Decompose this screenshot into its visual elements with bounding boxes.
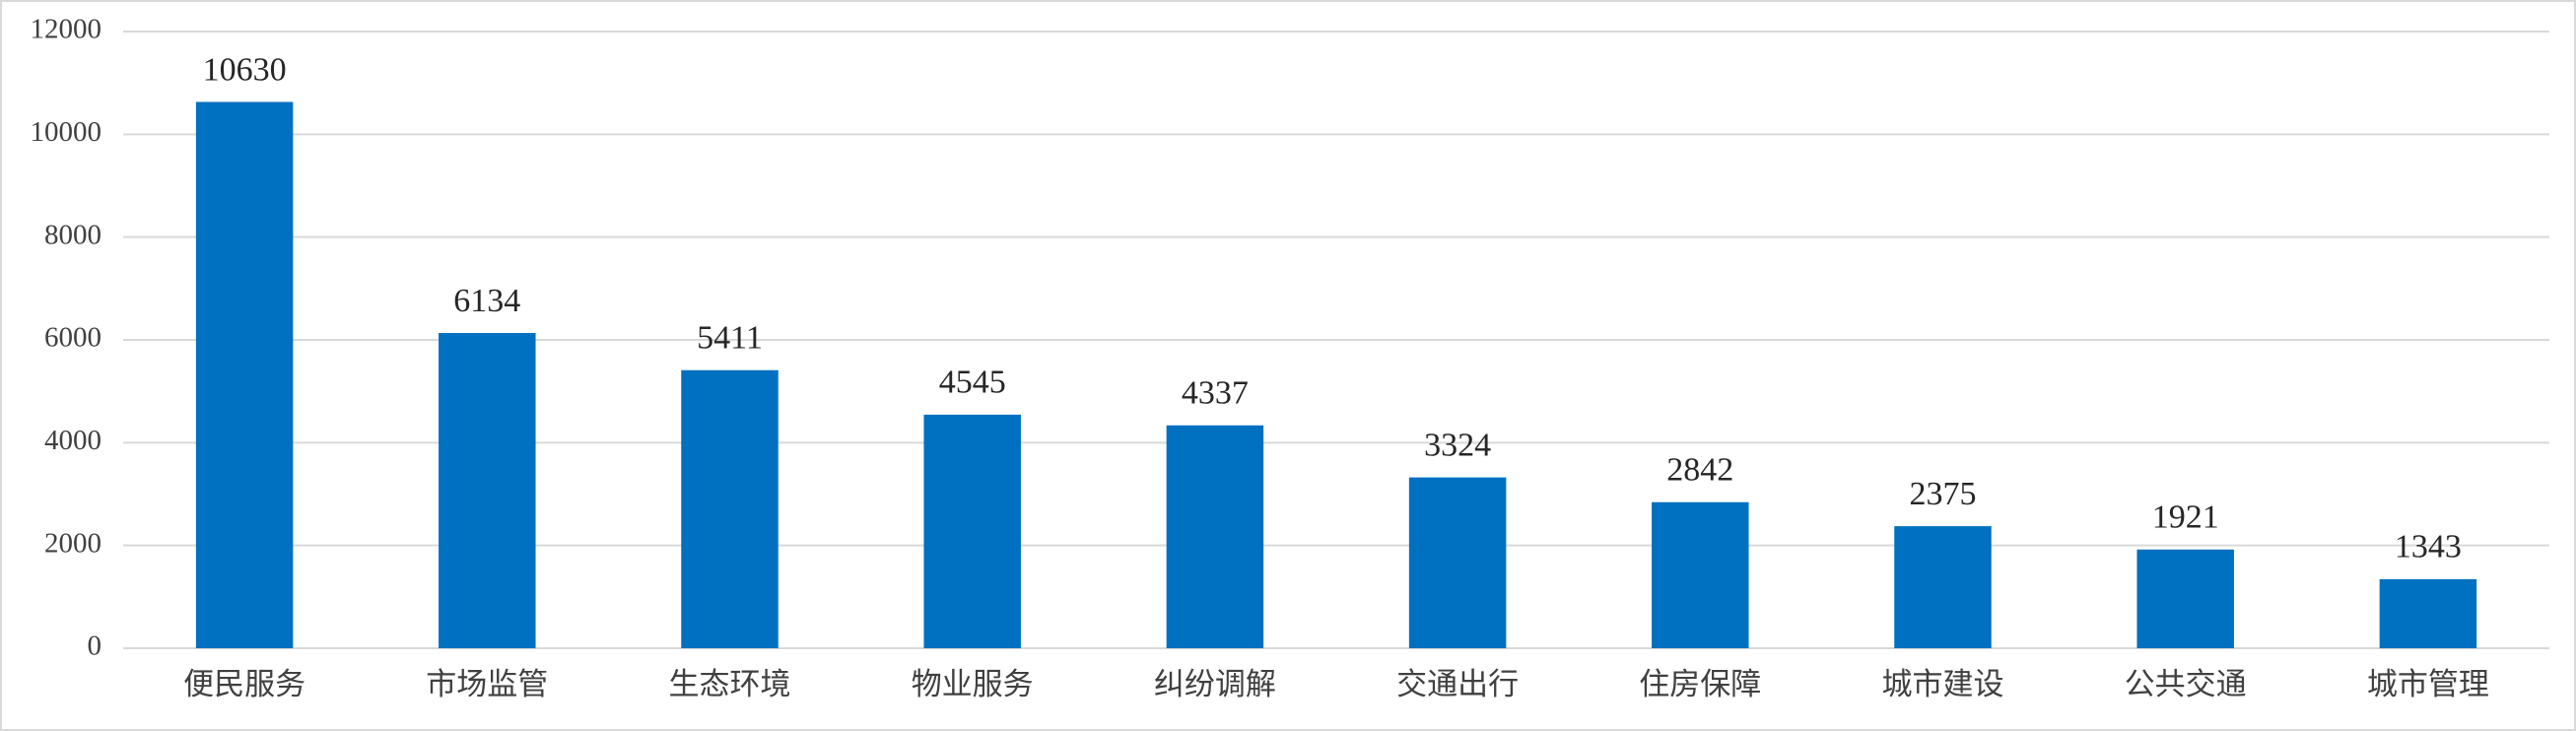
data-label: 2842 bbox=[1666, 452, 1733, 489]
data-label: 1343 bbox=[2395, 529, 2462, 565]
x-tick-label: 生态环境 bbox=[669, 667, 791, 701]
data-label: 1921 bbox=[2152, 499, 2219, 536]
y-tick-label: 12000 bbox=[31, 14, 102, 45]
x-tick-label: 纠纷调解 bbox=[1154, 667, 1276, 701]
x-tick-label: 便民服务 bbox=[183, 667, 305, 701]
x-tick-label: 公共交通 bbox=[2125, 667, 2247, 701]
x-tick-label: 住房保障 bbox=[1639, 667, 1761, 701]
data-label: 4337 bbox=[1182, 375, 1249, 412]
x-tick-label: 市场监管 bbox=[426, 667, 548, 701]
bar bbox=[1408, 477, 1507, 648]
data-label: 2375 bbox=[1910, 476, 1977, 512]
bar bbox=[1894, 526, 1992, 648]
bar bbox=[1652, 501, 1749, 648]
bar bbox=[923, 414, 1021, 648]
y-tick-label: 8000 bbox=[44, 219, 102, 250]
y-tick-label: 6000 bbox=[44, 322, 102, 354]
x-tick-label: 城市管理 bbox=[2367, 667, 2489, 701]
y-tick-label: 0 bbox=[88, 631, 102, 662]
x-tick-label: 交通出行 bbox=[1396, 667, 1519, 701]
bar bbox=[681, 369, 779, 648]
bar bbox=[1166, 425, 1264, 648]
bar bbox=[2379, 578, 2477, 648]
x-tick-label: 城市建设 bbox=[1882, 667, 2004, 701]
bar bbox=[195, 101, 294, 649]
bar bbox=[2136, 549, 2234, 648]
data-label: 6134 bbox=[453, 283, 520, 319]
data-label: 10630 bbox=[203, 51, 287, 88]
data-label: 3324 bbox=[1424, 427, 1491, 463]
data-label: 4545 bbox=[939, 365, 1006, 401]
y-tick-label: 4000 bbox=[44, 425, 102, 456]
bar bbox=[439, 333, 536, 648]
data-label: 5411 bbox=[697, 320, 763, 357]
x-tick-label: 物业服务 bbox=[912, 667, 1034, 701]
y-tick-label: 10000 bbox=[31, 116, 102, 148]
y-tick-label: 2000 bbox=[44, 527, 102, 559]
